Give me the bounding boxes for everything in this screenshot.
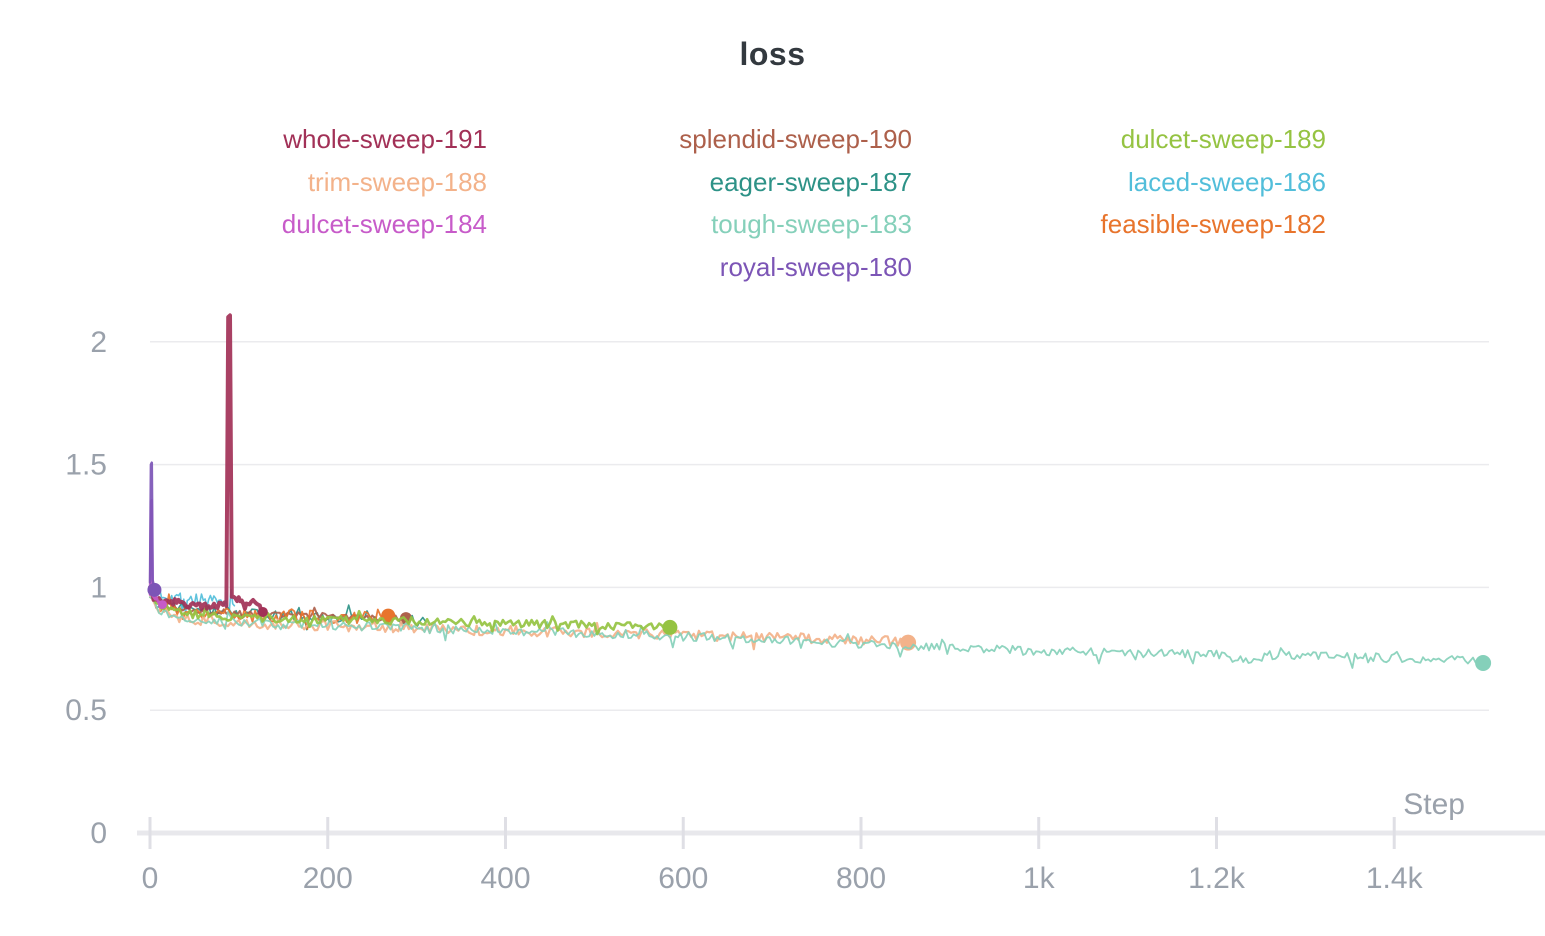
series-line-whole-sweep-191[interactable]: [148, 313, 265, 614]
y-tick-label: 2: [90, 326, 107, 359]
x-tick-label: 0: [142, 862, 159, 895]
x-axis-title: Step: [1403, 788, 1465, 821]
series-line-laced-sweep-186[interactable]: [149, 572, 236, 614]
y-tick-label: 1.5: [65, 449, 107, 482]
legend-item-dulcet-sweep-189[interactable]: dulcet-sweep-189: [1120, 124, 1326, 154]
series-line-tough-sweep-183[interactable]: [149, 596, 1484, 669]
x-tick-label: 200: [303, 862, 353, 895]
x-tick-label: 1.2k: [1188, 862, 1246, 895]
x-tick-label: 1k: [1023, 862, 1056, 895]
chart-title: loss: [739, 36, 806, 72]
y-tick-label: 1: [90, 571, 107, 604]
series-end-dot-dulcet-sweep-184[interactable]: [157, 600, 167, 610]
x-tick-label: 400: [480, 862, 530, 895]
x-axis-line: [137, 830, 1545, 836]
legend-item-trim-sweep-188[interactable]: trim-sweep-188: [307, 166, 487, 197]
series-end-dot-dulcet-sweep-189[interactable]: [662, 619, 678, 635]
series-end-dot-tough-sweep-183[interactable]: [1475, 655, 1492, 672]
x-tick-label: 600: [658, 862, 708, 895]
legend-item-eager-sweep-187[interactable]: eager-sweep-187: [709, 166, 912, 197]
x-tick-label: 800: [836, 862, 886, 895]
series-line-dulcet-sweep-189[interactable]: [148, 588, 672, 636]
series-end-dot-whole-sweep-191[interactable]: [257, 606, 268, 617]
legend: whole-sweep-191 splendid-sweep-190 dulcet-…: [150, 118, 1326, 288]
y-tick-label: 0.5: [65, 694, 107, 727]
legend-item-dulcet-sweep-184[interactable]: dulcet-sweep-184: [281, 209, 487, 239]
legend-item-whole-sweep-191[interactable]: whole-sweep-191: [283, 124, 487, 154]
x-tick-label: 1.4k: [1366, 862, 1424, 895]
legend-item-royal-sweep-180[interactable]: royal-sweep-180: [719, 251, 912, 282]
legend-item-feasible-sweep-182[interactable]: feasible-sweep-182: [1100, 209, 1326, 239]
legend-item-splendid-sweep-190[interactable]: splendid-sweep-190: [679, 124, 912, 154]
series-line-royal-sweep-180[interactable]: [148, 461, 156, 592]
y-tick-label: 0: [90, 817, 107, 850]
series-line-splendid-sweep-190[interactable]: [149, 588, 407, 622]
series-end-dot-royal-sweep-180[interactable]: [147, 582, 162, 597]
series-line-feasible-sweep-182[interactable]: [149, 593, 390, 630]
legend-item-tough-sweep-183[interactable]: tough-sweep-183: [711, 209, 912, 239]
legend-item-laced-sweep-186[interactable]: laced-sweep-186: [1127, 166, 1326, 197]
